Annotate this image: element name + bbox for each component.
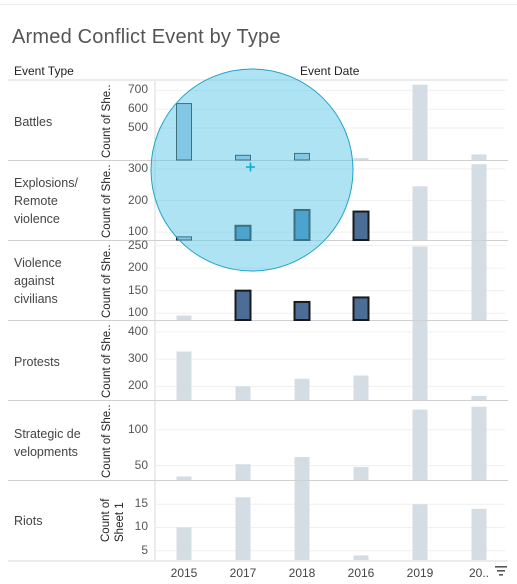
x-tick-label: 2018 xyxy=(288,566,316,580)
y-axis-label: Count of She.. xyxy=(101,404,113,478)
y-tick-label: 50 xyxy=(134,457,148,472)
y-axis-label: Count of She.. xyxy=(101,84,113,158)
row-label: Protests xyxy=(14,355,60,369)
y-tick-label: 700 xyxy=(127,82,148,97)
bar-riots-2015[interactable] xyxy=(176,527,192,560)
x-tick-label: 2016 xyxy=(347,566,375,580)
bar-violence-against-civilians-2018[interactable] xyxy=(293,300,311,322)
bar-explosions-remote-violence-2019[interactable] xyxy=(412,186,428,240)
x-tick-label: 2019 xyxy=(406,566,434,580)
x-tick-label: 2017 xyxy=(229,566,257,580)
row-header: Event Type xyxy=(14,64,74,78)
bar-protests-2015[interactable] xyxy=(176,351,192,400)
bar-strategic-de-velopments-20..[interactable] xyxy=(471,406,487,480)
y-tick-label: 10 xyxy=(134,519,148,534)
bar-battles-2019[interactable] xyxy=(412,84,428,160)
x-tick-label: 20.. xyxy=(468,566,489,580)
radial-selection[interactable] xyxy=(150,68,354,272)
y-tick-label: 100 xyxy=(127,305,148,320)
y-tick-label: 300 xyxy=(127,160,148,175)
y-axis-label: Count of Sheet 1 xyxy=(100,498,126,542)
row-label: Strategic de velopments xyxy=(14,427,81,459)
bar-explosions-remote-violence-2016[interactable] xyxy=(352,210,370,241)
y-tick-label: 150 xyxy=(127,282,148,297)
y-axis-label: Count of She.. xyxy=(101,164,113,238)
bar-strategic-de-velopments-2015[interactable] xyxy=(176,476,192,480)
y-tick-label: 500 xyxy=(127,120,148,135)
y-tick-label: 100 xyxy=(127,224,148,239)
x-tick-label: 2015 xyxy=(170,566,198,580)
bar-strategic-de-velopments-2019[interactable] xyxy=(412,409,428,480)
top-divider xyxy=(0,4,517,5)
row-label: Explosions/ Remote violence xyxy=(14,176,78,226)
y-axis-label: Count of She.. xyxy=(101,244,113,318)
crosshair-icon xyxy=(246,162,255,172)
bar-battles-20..[interactable] xyxy=(471,154,487,160)
bar-riots-2016[interactable] xyxy=(353,555,369,560)
bar-protests-2017[interactable] xyxy=(235,386,251,400)
bar-violence-against-civilians-2015[interactable] xyxy=(176,315,192,320)
bar-violence-against-civilians-2019[interactable] xyxy=(412,246,428,320)
bar-protests-2016[interactable] xyxy=(353,375,369,400)
bar-strategic-de-velopments-2018[interactable] xyxy=(294,457,310,480)
bar-strategic-de-velopments-2017[interactable] xyxy=(235,464,251,480)
y-tick-label: 300 xyxy=(127,351,148,366)
y-axis-label: Count of She.. xyxy=(101,324,113,398)
y-tick-label: 200 xyxy=(127,192,148,207)
chart-title: Armed Conflict Event by Type xyxy=(12,26,281,48)
bar-protests-2018[interactable] xyxy=(294,378,310,400)
y-tick-label: 15 xyxy=(134,496,148,511)
bar-protests-2019[interactable] xyxy=(412,321,428,400)
y-tick-label: 250 xyxy=(127,237,148,252)
row-label: Riots xyxy=(14,514,43,528)
y-tick-label: 5 xyxy=(141,542,148,557)
bar-violence-against-civilians-20..[interactable] xyxy=(471,241,487,320)
bar-riots-2017[interactable] xyxy=(235,497,251,560)
bar-strategic-de-velopments-2016[interactable] xyxy=(353,467,369,480)
bar-protests-20..[interactable] xyxy=(471,395,487,400)
y-tick-label: 400 xyxy=(127,323,148,338)
y-tick-label: 200 xyxy=(127,260,148,275)
row-label: Battles xyxy=(14,115,53,129)
y-tick-label: 600 xyxy=(127,101,148,116)
bar-violence-against-civilians-2017[interactable] xyxy=(234,289,252,321)
y-tick-label: 100 xyxy=(127,421,148,436)
sort-icon[interactable] xyxy=(494,565,508,580)
bar-riots-20..[interactable] xyxy=(471,508,487,560)
y-tick-label: 200 xyxy=(127,378,148,393)
bar-explosions-remote-violence-20..[interactable] xyxy=(471,164,487,240)
bar-battles-2016[interactable] xyxy=(353,158,369,160)
column-header: Event Date xyxy=(300,64,360,78)
bar-violence-against-civilians-2016[interactable] xyxy=(352,296,370,321)
bar-riots-2018[interactable] xyxy=(294,481,310,560)
bar-riots-2019[interactable] xyxy=(412,504,428,560)
row-label: Violence against civilians xyxy=(14,256,62,306)
